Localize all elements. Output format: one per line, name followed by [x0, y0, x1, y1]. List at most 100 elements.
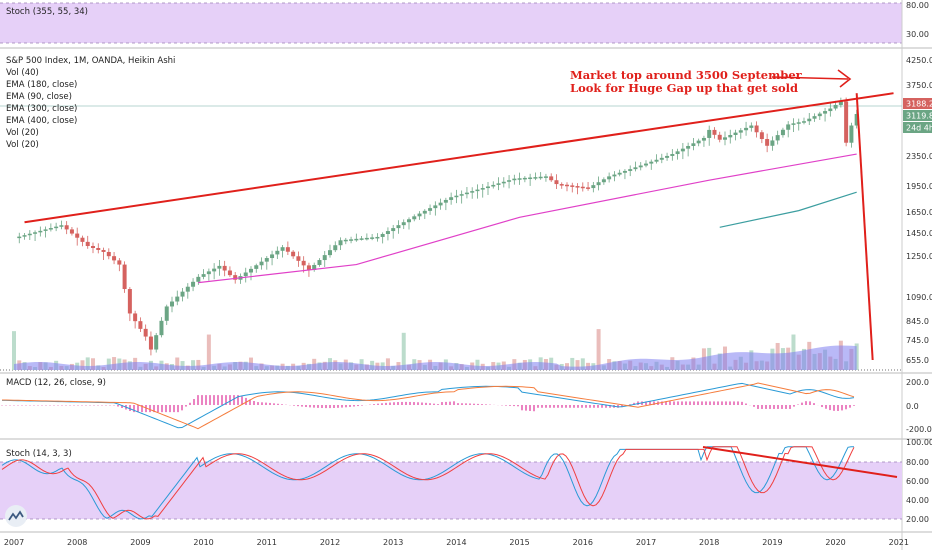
candle-body	[612, 174, 617, 177]
price-tick-label: 745.0	[906, 336, 929, 345]
candle-body	[496, 183, 501, 185]
stoch-tick: 100.00	[906, 438, 932, 447]
indicator-2: EMA (180, close)	[6, 80, 77, 90]
ema-pink-line	[198, 153, 857, 284]
candle-body	[728, 134, 733, 138]
candle-body	[101, 249, 106, 252]
candle-body	[69, 229, 74, 234]
candle-body	[543, 176, 548, 178]
candle-body	[306, 265, 311, 270]
candle-body	[770, 140, 775, 146]
candle-body	[486, 186, 490, 189]
volume-area	[14, 345, 857, 370]
candle-body	[148, 336, 153, 350]
candle-body	[786, 124, 791, 130]
candle-body	[501, 181, 506, 184]
top-stoch-band	[0, 3, 902, 43]
candle-body	[180, 291, 185, 297]
candle-body	[522, 177, 527, 180]
candle-body	[854, 113, 859, 126]
candle-body	[233, 275, 238, 280]
candle-body	[212, 268, 217, 272]
price-tick-label: 1450.0	[906, 229, 932, 238]
volume-bar	[401, 332, 406, 370]
stoch-tick: 20.00	[906, 515, 929, 524]
candle-body	[554, 180, 559, 185]
candle-body	[59, 225, 64, 227]
candle-body	[217, 265, 222, 269]
stoch-tick: 60.00	[906, 477, 929, 486]
candle-body	[591, 185, 596, 189]
candle-body	[201, 274, 206, 277]
candle-body	[291, 251, 296, 257]
candle-body	[64, 225, 69, 230]
candle-body	[349, 239, 354, 241]
price-badge-last: 3188.2	[903, 98, 932, 109]
candle-body	[301, 260, 306, 266]
price-tick-label: 1650.0	[906, 208, 932, 217]
candle-body	[823, 111, 828, 114]
candle-body	[243, 272, 248, 277]
time-tick-label: 2008	[67, 538, 87, 547]
time-tick-label: 2017	[636, 538, 656, 547]
macd-layer	[1, 382, 855, 430]
candle-body	[717, 134, 722, 140]
candle-body	[412, 216, 417, 220]
candle-body	[396, 225, 401, 229]
candle-body	[196, 276, 201, 282]
candle-body	[133, 313, 138, 322]
candle-body	[75, 233, 80, 238]
trendline-layer[interactable]	[24, 69, 894, 361]
candle-body	[807, 118, 812, 122]
annotation-line-1: Market top around 3500 September	[570, 68, 803, 82]
candle-body	[533, 177, 538, 179]
indicator-legend: Vol (40) EMA (180, close) EMA (90, close) E…	[6, 68, 77, 150]
volume-bar	[112, 357, 117, 370]
trendline-2	[855, 93, 874, 361]
indicator-3: EMA (90, close)	[6, 92, 72, 102]
volume-bar	[106, 358, 111, 370]
volume-bar	[180, 361, 185, 370]
candle-body	[380, 233, 385, 237]
candle-body	[48, 228, 53, 230]
candle-body	[159, 320, 164, 336]
candle-body	[270, 254, 275, 259]
candle-body	[275, 250, 280, 255]
candle-body	[249, 268, 253, 273]
candle-body	[106, 251, 111, 257]
candle-body	[749, 125, 754, 128]
time-tick-label: 2012	[320, 538, 340, 547]
candle-body	[338, 240, 343, 246]
candle-body	[654, 159, 659, 162]
candle-body	[696, 140, 701, 144]
indicator-7: Vol (20)	[6, 140, 39, 150]
candle-body	[712, 129, 717, 135]
candle-body	[617, 172, 622, 175]
candle-body	[575, 186, 580, 188]
candle-body	[385, 231, 390, 234]
candle-body	[754, 125, 759, 133]
candle-body	[359, 238, 364, 240]
candle-body	[333, 245, 338, 251]
candle-body	[628, 169, 633, 171]
time-tick-label: 2020	[825, 538, 845, 547]
candle-body	[280, 247, 285, 251]
price-tick-label: 1090.0	[906, 293, 932, 302]
candle-body	[370, 237, 375, 239]
candle-layer	[17, 97, 859, 356]
candle-body	[443, 199, 448, 203]
candle-body	[170, 301, 174, 307]
candle-body	[738, 130, 743, 133]
candle-body	[459, 194, 464, 196]
time-tick-label: 2015	[509, 538, 529, 547]
stoch-layer	[1, 446, 898, 520]
candle-body	[54, 226, 59, 229]
candle-body	[691, 143, 696, 146]
candle-body	[844, 101, 849, 143]
candle-body	[80, 237, 85, 242]
volume-bar	[206, 334, 211, 370]
candle-body	[596, 182, 601, 186]
candle-body	[775, 135, 780, 141]
